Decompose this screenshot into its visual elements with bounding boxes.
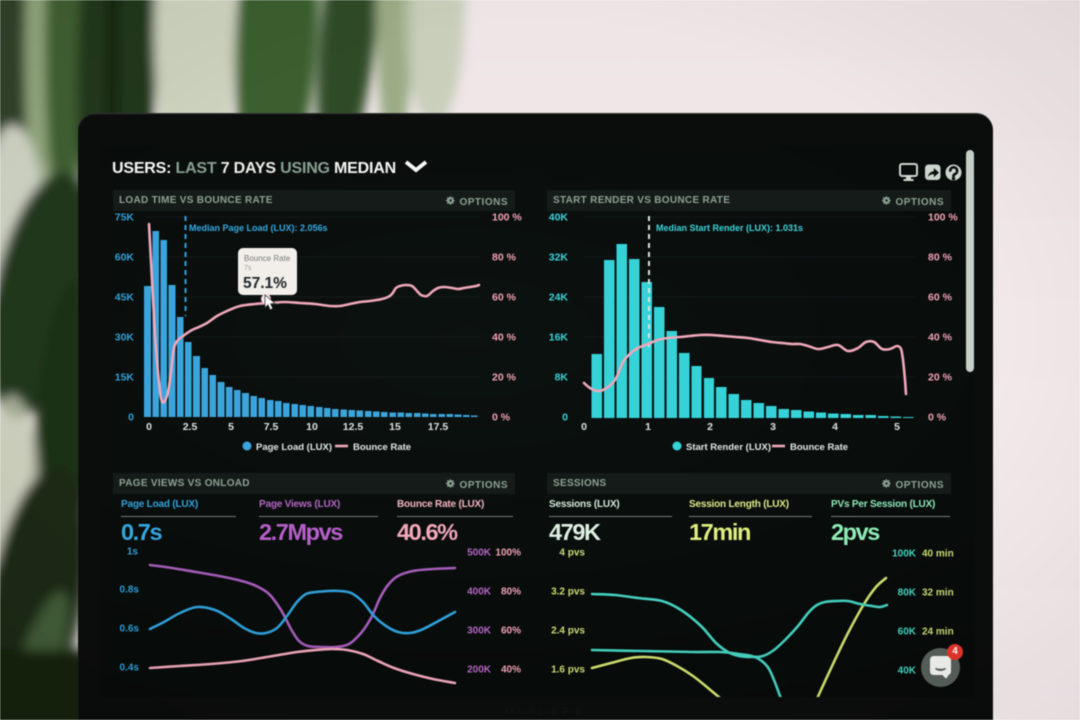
svg-text:60 %: 60 % xyxy=(928,292,953,304)
svg-text:60K: 60K xyxy=(115,252,135,264)
svg-text:20 %: 20 % xyxy=(492,372,517,384)
svg-text:60K: 60K xyxy=(898,627,917,638)
svg-text:400K: 400K xyxy=(467,587,492,598)
svg-text:57.1%: 57.1% xyxy=(243,275,287,292)
svg-text:12.5: 12.5 xyxy=(343,421,364,433)
svg-text:4: 4 xyxy=(832,421,838,433)
svg-text:32K: 32K xyxy=(549,252,569,264)
svg-text:100%: 100% xyxy=(495,548,521,559)
svg-text:8K: 8K xyxy=(555,372,569,384)
svg-text:80K: 80K xyxy=(898,588,917,599)
svg-text:40%: 40% xyxy=(501,665,521,676)
svg-text:80%: 80% xyxy=(501,587,521,598)
svg-text:3: 3 xyxy=(770,421,776,433)
svg-text:0 %: 0 % xyxy=(928,412,947,424)
svg-text:80 %: 80 % xyxy=(492,252,517,264)
svg-text:2.4 pvs: 2.4 pvs xyxy=(551,626,585,637)
svg-text:7.5: 7.5 xyxy=(264,421,279,433)
svg-text:Start Render (LUX): Start Render (LUX) xyxy=(686,442,771,453)
svg-text:45K: 45K xyxy=(115,292,135,304)
svg-text:0: 0 xyxy=(146,421,152,433)
svg-text:15: 15 xyxy=(389,421,401,433)
svg-text:2.5: 2.5 xyxy=(183,421,198,433)
svg-text:5: 5 xyxy=(894,421,900,433)
svg-text:10: 10 xyxy=(306,421,318,433)
svg-text:40K: 40K xyxy=(898,666,917,677)
svg-text:100 %: 100 % xyxy=(492,212,522,224)
svg-text:5: 5 xyxy=(228,421,234,433)
svg-text:75K: 75K xyxy=(115,212,135,224)
svg-text:16K: 16K xyxy=(549,332,569,344)
svg-text:3.2 pvs: 3.2 pvs xyxy=(551,587,585,598)
svg-text:60%: 60% xyxy=(501,626,521,637)
svg-text:20 %: 20 % xyxy=(928,372,953,384)
svg-text:80 %: 80 % xyxy=(928,252,953,264)
svg-text:17.5: 17.5 xyxy=(428,421,449,433)
svg-text:Bounce Rate: Bounce Rate xyxy=(244,254,291,263)
svg-text:300K: 300K xyxy=(467,626,492,637)
svg-text:32 min: 32 min xyxy=(922,588,954,599)
svg-text:0: 0 xyxy=(562,412,568,424)
svg-text:40 min: 40 min xyxy=(922,549,954,560)
svg-text:1.6 pvs: 1.6 pvs xyxy=(551,665,585,676)
svg-text:0 %: 0 % xyxy=(492,412,511,424)
svg-text:0.6s: 0.6s xyxy=(120,624,140,635)
svg-text:24 min: 24 min xyxy=(922,627,954,638)
svg-text:7s: 7s xyxy=(244,265,252,272)
svg-text:4 pvs: 4 pvs xyxy=(559,548,585,559)
svg-text:0: 0 xyxy=(581,421,587,433)
svg-text:200K: 200K xyxy=(467,665,492,676)
svg-text:2: 2 xyxy=(707,421,713,433)
svg-text:100 %: 100 % xyxy=(928,212,958,224)
svg-text:40 %: 40 % xyxy=(928,332,953,344)
svg-text:30K: 30K xyxy=(115,332,135,344)
svg-text:Bounce Rate: Bounce Rate xyxy=(353,442,411,453)
svg-text:0.8s: 0.8s xyxy=(120,585,140,596)
svg-text:100K: 100K xyxy=(892,549,917,560)
svg-text:40K: 40K xyxy=(549,212,569,224)
svg-text:0.4s: 0.4s xyxy=(120,663,140,674)
svg-text:500K: 500K xyxy=(467,548,492,559)
svg-text:Median Page Load (LUX): 2.056s: Median Page Load (LUX): 2.056s xyxy=(189,223,328,233)
svg-text:Bounce Rate: Bounce Rate xyxy=(790,442,848,453)
svg-text:1: 1 xyxy=(645,421,651,433)
svg-text:0: 0 xyxy=(128,412,134,424)
svg-text:15K: 15K xyxy=(115,372,135,384)
svg-text:40 %: 40 % xyxy=(492,332,517,344)
svg-text:1s: 1s xyxy=(127,547,139,558)
svg-text:Median Start Render (LUX): 1.0: Median Start Render (LUX): 1.031s xyxy=(656,223,803,233)
svg-text:60 %: 60 % xyxy=(492,292,517,304)
svg-text:Page Load (LUX): Page Load (LUX) xyxy=(256,442,332,453)
svg-text:24K: 24K xyxy=(549,292,569,304)
